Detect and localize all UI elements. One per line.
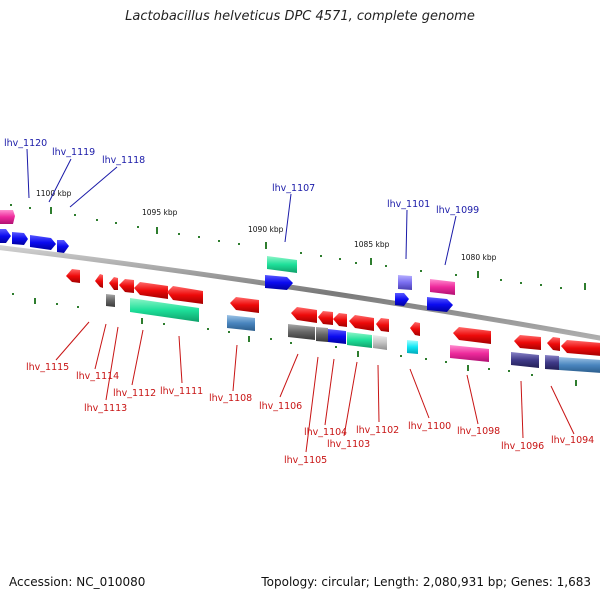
gene-label: lhv_1120	[4, 138, 47, 149]
reverse-leaders	[55, 321, 575, 453]
genome-backbone	[0, 245, 600, 341]
gene-arrow[interactable]	[450, 345, 489, 362]
gene-arrow[interactable]	[119, 279, 134, 293]
gene-label: lhv_1096	[501, 441, 544, 452]
gene-arrow[interactable]	[398, 275, 412, 290]
forward-genes	[0, 210, 455, 312]
gene-arrow[interactable]	[316, 327, 328, 342]
gene-label: lhv_1118	[102, 155, 145, 166]
gene-arrow[interactable]	[57, 240, 69, 253]
gene-label: lhv_1106	[259, 401, 302, 412]
gene-arrow[interactable]	[559, 357, 600, 373]
genome-summary-text: Topology: circular; Length: 2,080,931 bp…	[261, 575, 591, 589]
gene-arrow[interactable]	[30, 235, 56, 250]
gene-arrow[interactable]	[373, 335, 387, 350]
gene-arrow[interactable]	[130, 298, 199, 322]
reverse-genes	[66, 269, 600, 373]
gene-arrow[interactable]	[395, 293, 409, 306]
ruler-label: 1090 kbp	[248, 225, 284, 234]
gene-label: lhv_1102	[356, 425, 399, 436]
gene-label: lhv_1119	[52, 147, 95, 158]
gene-arrow[interactable]	[318, 311, 333, 325]
gene-label: lhv_1113	[84, 403, 127, 414]
gene-arrow[interactable]	[95, 274, 103, 288]
gene-label: lhv_1101	[387, 199, 430, 210]
gene-arrow[interactable]	[109, 277, 118, 290]
gene-arrow[interactable]	[291, 307, 317, 323]
gene-arrow[interactable]	[511, 352, 539, 368]
gene-arrow[interactable]	[410, 322, 420, 336]
ruler-ticks	[10, 204, 586, 386]
gene-label: lhv_1104	[304, 427, 347, 438]
gene-arrow[interactable]	[427, 297, 453, 312]
gene-label: lhv_1103	[327, 439, 370, 450]
ruler-label: 1080 kbp	[461, 253, 497, 262]
gene-label: lhv_1115	[26, 362, 69, 373]
gene-arrow[interactable]	[547, 337, 560, 351]
gene-arrow[interactable]	[561, 340, 600, 356]
gene-arrow[interactable]	[453, 327, 491, 344]
gene-arrow[interactable]	[230, 297, 259, 313]
ruler-label: 1095 kbp	[142, 208, 178, 217]
gene-label: lhv_1108	[209, 393, 252, 404]
gene-label: lhv_1105	[284, 455, 327, 466]
gene-arrow[interactable]	[106, 294, 115, 307]
gene-label: lhv_1114	[76, 371, 119, 382]
gene-label: lhv_1111	[160, 386, 203, 397]
accession-text: Accession: NC_010080	[9, 575, 146, 589]
map-title: Lactobacillus helveticus DPC 4571, compl…	[125, 9, 475, 24]
gene-arrow[interactable]	[347, 332, 372, 348]
gene-arrow[interactable]	[0, 210, 15, 224]
gene-arrow[interactable]	[430, 279, 455, 295]
gene-arrow[interactable]	[134, 282, 168, 299]
gene-label: lhv_1099	[436, 205, 479, 216]
gene-label: lhv_1098	[457, 426, 500, 437]
gene-arrow[interactable]	[167, 286, 203, 304]
gene-label: lhv_1112	[113, 388, 156, 399]
gene-arrow[interactable]	[328, 329, 346, 344]
forward-leaders	[26, 148, 457, 266]
gene-arrow[interactable]	[349, 315, 374, 331]
gene-label: lhv_1094	[551, 435, 594, 446]
gene-arrow[interactable]	[265, 275, 293, 290]
gene-arrow[interactable]	[407, 340, 418, 354]
gene-arrow[interactable]	[267, 256, 297, 273]
gene-label: lhv_1100	[408, 421, 451, 432]
gene-arrow[interactable]	[0, 229, 11, 243]
gene-arrow[interactable]	[66, 269, 80, 283]
gene-arrow[interactable]	[227, 315, 255, 331]
ruler-label: 1085 kbp	[354, 240, 390, 249]
gene-arrow[interactable]	[288, 324, 315, 340]
gene-arrow[interactable]	[376, 318, 389, 332]
gene-arrow[interactable]	[333, 313, 347, 327]
gene-arrow[interactable]	[12, 232, 28, 245]
gene-arrow[interactable]	[514, 335, 541, 350]
gene-arrow[interactable]	[545, 355, 559, 370]
gene-label: lhv_1107	[272, 183, 315, 194]
